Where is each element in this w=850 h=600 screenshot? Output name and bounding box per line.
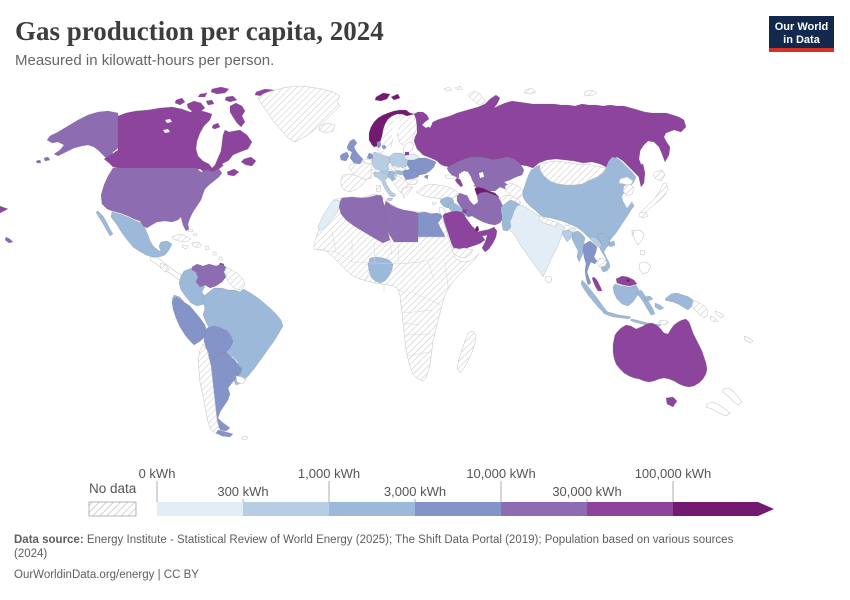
svg-text:10,000 kWh: 10,000 kWh (466, 466, 535, 481)
svg-text:0 kWh: 0 kWh (139, 466, 176, 481)
svg-text:30,000 kWh: 30,000 kWh (552, 484, 621, 499)
svg-text:1,000 kWh: 1,000 kWh (298, 466, 360, 481)
svg-text:300 kWh: 300 kWh (217, 484, 268, 499)
svg-text:100,000 kWh: 100,000 kWh (635, 466, 712, 481)
svg-text:3,000 kWh: 3,000 kWh (384, 484, 446, 499)
